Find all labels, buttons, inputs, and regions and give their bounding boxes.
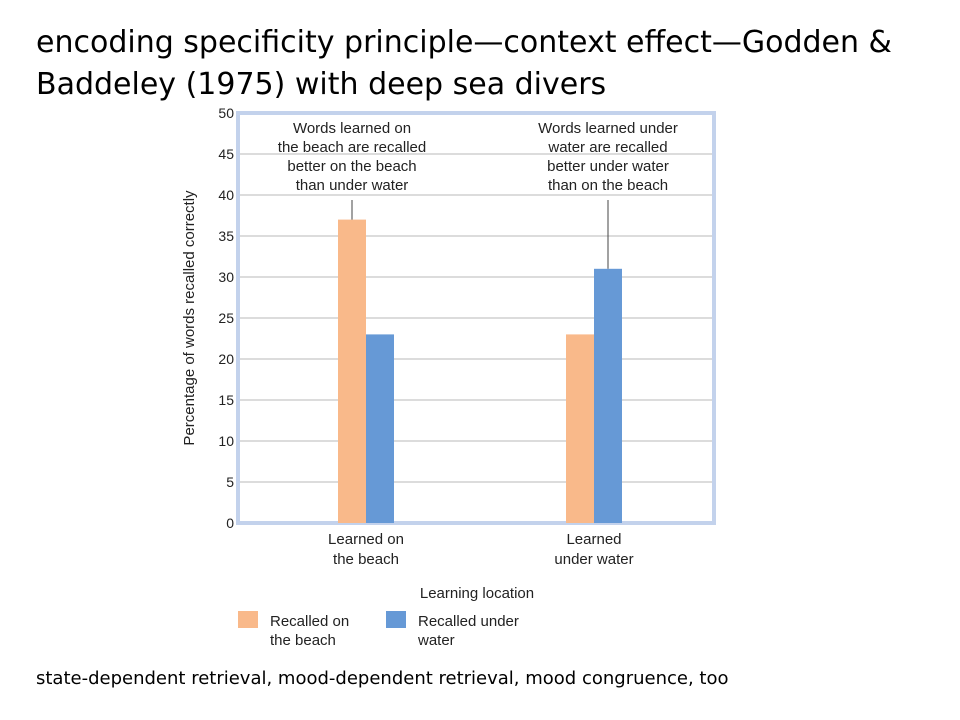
bar [594, 268, 622, 523]
y-tick-label: 20 [218, 351, 234, 367]
slide-title: encoding specificity principle—context e… [36, 25, 892, 102]
annotation-text: Words learned on [293, 120, 411, 137]
annotation-text: better on the beach [287, 158, 416, 175]
annotation-text: water are recalled [547, 139, 667, 156]
annotation-text: than on the beach [548, 177, 668, 194]
y-axis-label: Percentage of words recalled correctly [181, 190, 198, 446]
bar [366, 334, 394, 523]
x-category-label: the beach [333, 551, 399, 568]
legend: Recalled on the beach Recalled under water [238, 611, 519, 649]
legend-label: Recalled on [270, 613, 349, 630]
y-tick-label: 10 [218, 433, 234, 449]
annotation-text: better under water [547, 158, 669, 175]
y-tick-label: 15 [218, 392, 234, 408]
bar [566, 334, 594, 523]
y-tick-label: 50 [218, 105, 234, 121]
annotations: Words learned on the beach are recalled be… [278, 120, 678, 269]
y-tick-label: 25 [218, 310, 234, 326]
legend-label: the beach [270, 632, 336, 649]
annotation-text: the beach are recalled [278, 139, 426, 156]
y-tick-label: 35 [218, 228, 234, 244]
y-tick-label: 0 [226, 515, 234, 531]
x-category-label: Learned on [328, 531, 404, 548]
bar [338, 219, 366, 523]
x-axis-label: Learning location [420, 585, 534, 602]
legend-swatch [386, 611, 406, 628]
annotation-text: Words learned under [538, 120, 678, 137]
annotation-text: than under water [296, 177, 409, 194]
x-category-label: Learned [566, 531, 621, 548]
y-tick-labels: 0 5 10 15 20 25 30 35 40 45 50 [218, 105, 234, 531]
legend-swatch [238, 611, 258, 628]
slide-footer: state-dependent retrieval, mood-dependen… [36, 668, 729, 689]
x-category-labels: Learned on the beach Learned under water [328, 531, 634, 568]
y-tick-label: 5 [226, 474, 234, 490]
y-tick-label: 40 [218, 187, 234, 203]
x-category-label: under water [554, 551, 633, 568]
y-tick-label: 30 [218, 269, 234, 285]
legend-label: Recalled under [418, 613, 519, 630]
legend-label: water [417, 632, 455, 649]
plot-frame [236, 111, 716, 525]
y-tick-label: 45 [218, 146, 234, 162]
bars [338, 219, 622, 523]
